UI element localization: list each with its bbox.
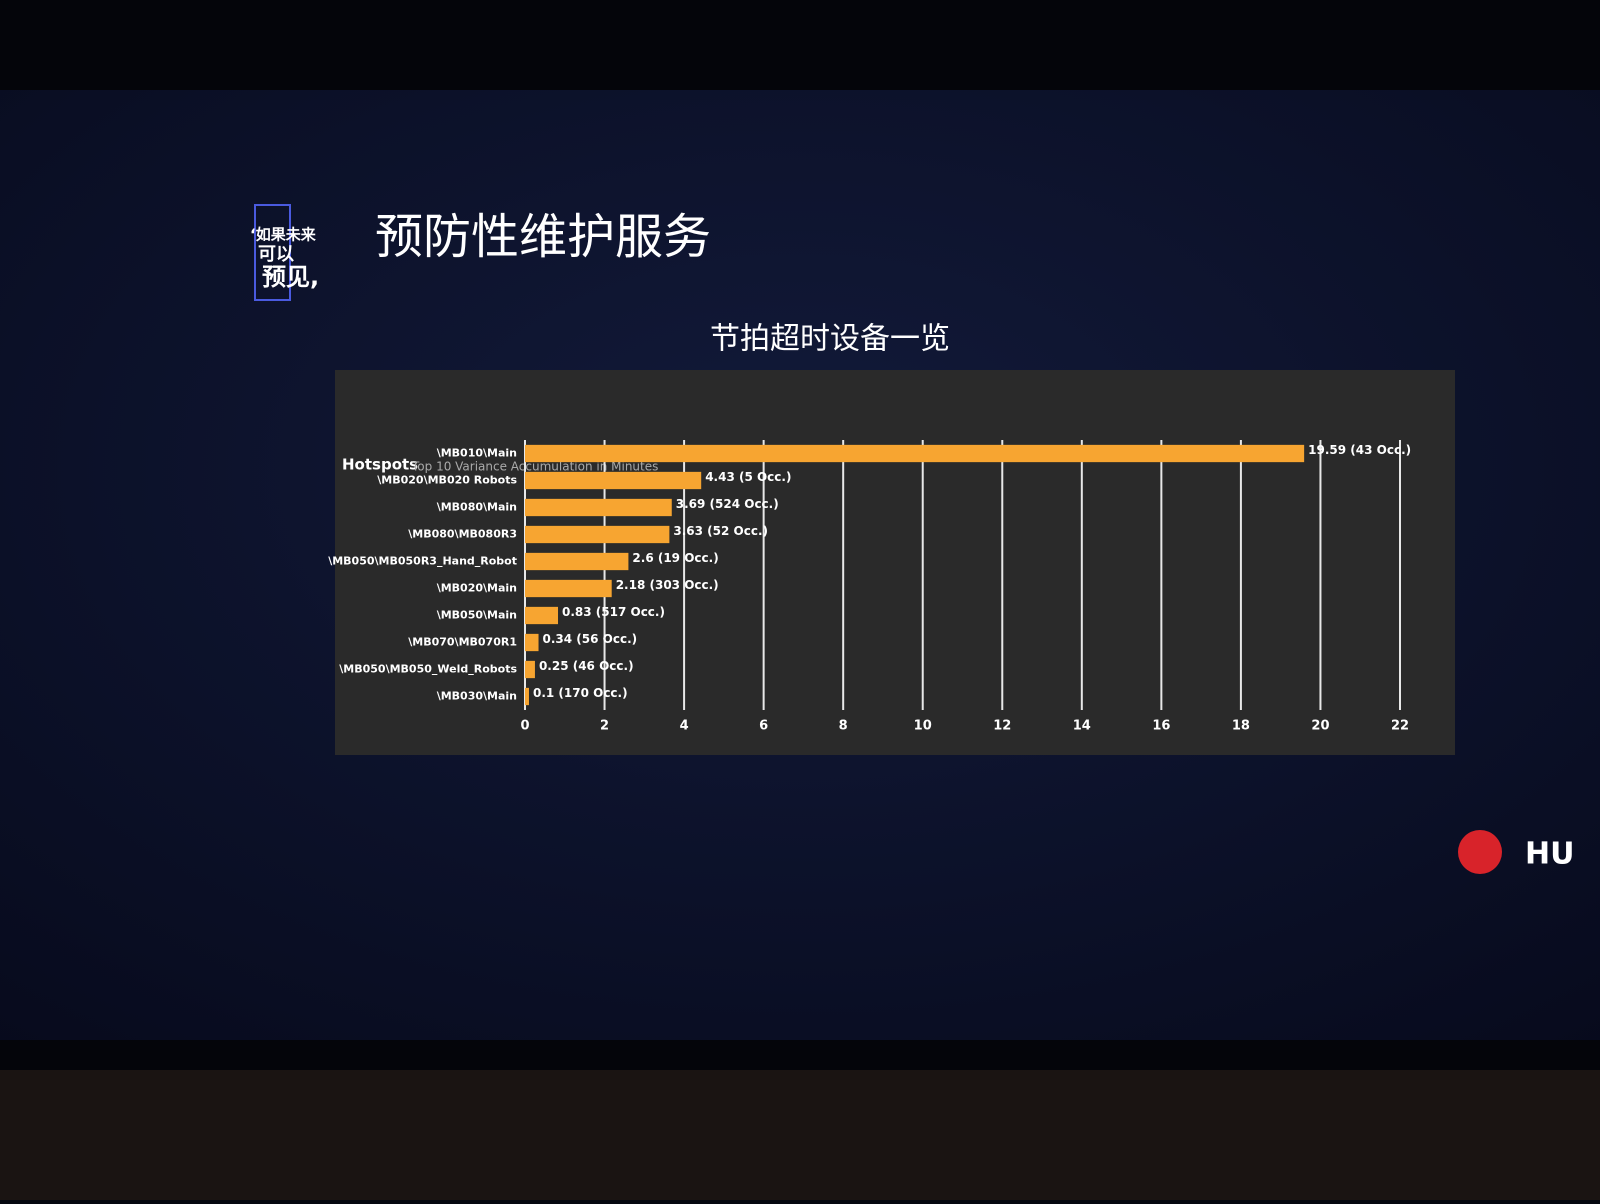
data-label: 2.6 (19 Occ.)	[632, 551, 718, 565]
chart-subtitle: Top 10 Variance Accumulation in Minutes	[411, 460, 658, 474]
x-tick-label: 14	[1073, 719, 1091, 734]
y-tick-label: \MB020\Main	[437, 582, 517, 595]
y-tick-label: \MB080\Main	[437, 501, 517, 514]
x-tick-label: 6	[759, 719, 768, 734]
brand-logo	[1458, 830, 1502, 874]
y-tick-label: \MB010\Main	[437, 447, 517, 460]
x-tick-label: 2	[600, 719, 609, 734]
bar	[525, 687, 529, 706]
y-tick-label: \MB020\MB020 Robots	[377, 474, 517, 487]
data-label: 2.18 (303 Occ.)	[616, 578, 719, 592]
plot: 0 2 4 6 8 10 12 14 16 18 20 22 \MB010\Main 19.59 (43 …	[328, 440, 1411, 734]
slide-title: 预防性维护服务	[375, 209, 711, 265]
bar	[525, 444, 1305, 463]
data-label: 0.1 (170 Occ.)	[533, 686, 628, 700]
x-tick-label: 12	[993, 719, 1011, 734]
x-tick-label: 0	[520, 719, 529, 734]
data-label: 3.69 (524 Occ.)	[676, 497, 779, 511]
x-tick-label: 18	[1232, 719, 1250, 734]
bar	[525, 660, 535, 679]
chart-panel	[335, 370, 1455, 755]
data-label: 0.25 (46 Occ.)	[539, 659, 634, 673]
logo-line: 预见,	[262, 263, 319, 291]
data-label: 0.83 (517 Occ.)	[562, 605, 665, 619]
x-tick-label: 16	[1152, 719, 1170, 734]
y-tick-label: \MB050\MB050_Weld_Robots	[339, 663, 517, 676]
bar	[525, 606, 559, 625]
bar	[525, 633, 539, 652]
data-label: 4.43 (5 Occ.)	[705, 470, 791, 484]
y-tick-label: \MB050\Main	[437, 609, 517, 622]
logo-line: 可以	[258, 244, 294, 265]
logo-line: ‘如果未来	[250, 226, 317, 244]
x-tick-label: 10	[914, 719, 932, 734]
bar	[525, 498, 672, 517]
bar	[525, 552, 629, 571]
brand: HU	[1525, 837, 1574, 872]
y-tick-label: \MB030\Main	[437, 690, 517, 703]
x-tick-label: 4	[680, 719, 689, 734]
x-tick-label: 8	[839, 719, 848, 734]
x-tick-label: 22	[1391, 719, 1409, 734]
logo-frame	[254, 204, 291, 301]
data-label: 19.59 (43 Occ.)	[1308, 443, 1411, 457]
y-tick-label: \MB050\MB050R3_Hand_Robot	[328, 555, 517, 568]
chart-title: Hotspots	[342, 456, 418, 474]
bar	[525, 579, 612, 598]
x-tick-label: 20	[1311, 719, 1329, 734]
y-tick-label: \MB070\MB070R1	[408, 636, 517, 649]
chart-heading: 节拍超时设备一览	[710, 322, 950, 357]
bar	[525, 525, 670, 544]
data-label: 3.63 (52 Occ.)	[673, 524, 768, 538]
y-tick-label: \MB080\MB080R3	[408, 528, 517, 541]
stage-floor	[0, 1070, 1600, 1200]
bar	[525, 471, 702, 490]
data-label: 0.34 (56 Occ.)	[543, 632, 638, 646]
